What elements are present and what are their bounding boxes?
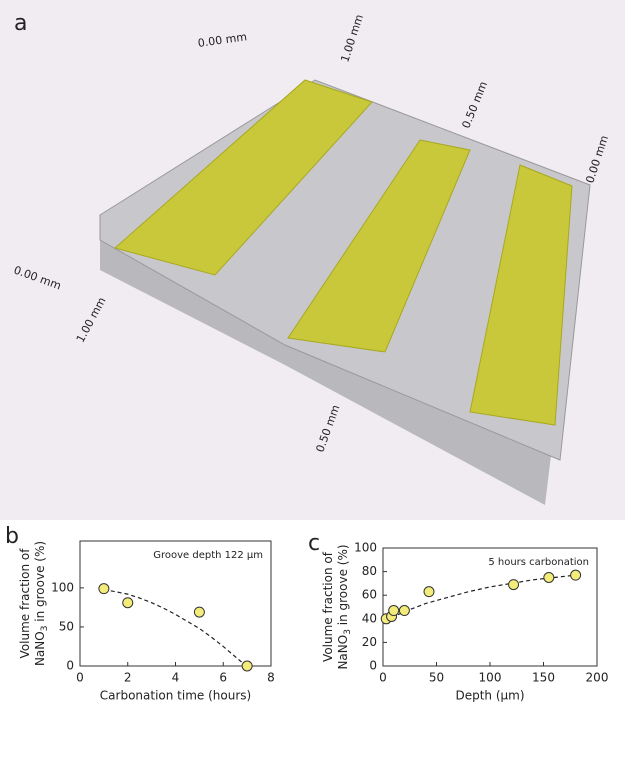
x-axis-label: Carbonation time (hours) bbox=[100, 689, 251, 703]
y-tick-label: 0 bbox=[66, 659, 74, 673]
data-point bbox=[123, 598, 133, 608]
y-tick-label: 50 bbox=[59, 619, 74, 633]
data-point bbox=[399, 606, 409, 616]
x-tick-label: 50 bbox=[429, 671, 444, 685]
y-axis-label-line: NaNO bbox=[33, 631, 47, 666]
y-axis-label: Volume fraction ofNaNO3 in groove (%) bbox=[321, 544, 353, 669]
x-tick-label: 0 bbox=[76, 671, 84, 685]
x-tick-label: 150 bbox=[532, 671, 555, 685]
data-point bbox=[571, 570, 581, 580]
y-tick-label: 80 bbox=[362, 564, 377, 578]
x-tick-label: 0 bbox=[379, 671, 387, 685]
x-tick-label: 100 bbox=[479, 671, 502, 685]
data-point bbox=[424, 587, 434, 597]
y-axis-label-line: Volume fraction of bbox=[321, 551, 335, 662]
data-point bbox=[194, 607, 204, 617]
panel-label: c bbox=[308, 531, 320, 556]
x-tick-label: 8 bbox=[267, 671, 275, 685]
y-axis-label: Volume fraction ofNaNO3 in groove (%) bbox=[18, 541, 50, 666]
y-axis-label-line: Volume fraction of bbox=[18, 548, 32, 659]
x-tick-label: 200 bbox=[586, 671, 609, 685]
data-point bbox=[509, 580, 519, 590]
x-tick-label: 6 bbox=[219, 671, 227, 685]
y-tick-label: 60 bbox=[362, 588, 377, 602]
y-tick-label: 0 bbox=[369, 659, 377, 673]
x-axis-label: Depth (μm) bbox=[455, 689, 524, 703]
annotation: 5 hours carbonation bbox=[488, 557, 589, 568]
y-axis-label-line: in groove (%) bbox=[33, 541, 47, 626]
data-point bbox=[544, 573, 554, 583]
y-tick-label: 40 bbox=[362, 611, 377, 625]
y-axis-label-line: NaNO bbox=[336, 635, 350, 670]
panel-label: a bbox=[14, 11, 27, 36]
y-tick-label: 20 bbox=[362, 635, 377, 649]
figure: a 0.00 mm 1.00 mm 0.50 mm 0.00 mm 0.00 m… bbox=[0, 0, 625, 762]
x-tick-label: 4 bbox=[172, 671, 180, 685]
y-axis-label-line: in groove (%) bbox=[336, 544, 350, 629]
y-tick-label: 100 bbox=[354, 541, 377, 555]
data-point bbox=[242, 661, 252, 671]
panel-label: b bbox=[5, 524, 19, 549]
annotation: Groove depth 122 μm bbox=[153, 550, 263, 561]
data-point bbox=[99, 584, 109, 594]
data-point bbox=[389, 606, 399, 616]
x-tick-label: 2 bbox=[124, 671, 132, 685]
y-tick-label: 100 bbox=[51, 580, 74, 594]
